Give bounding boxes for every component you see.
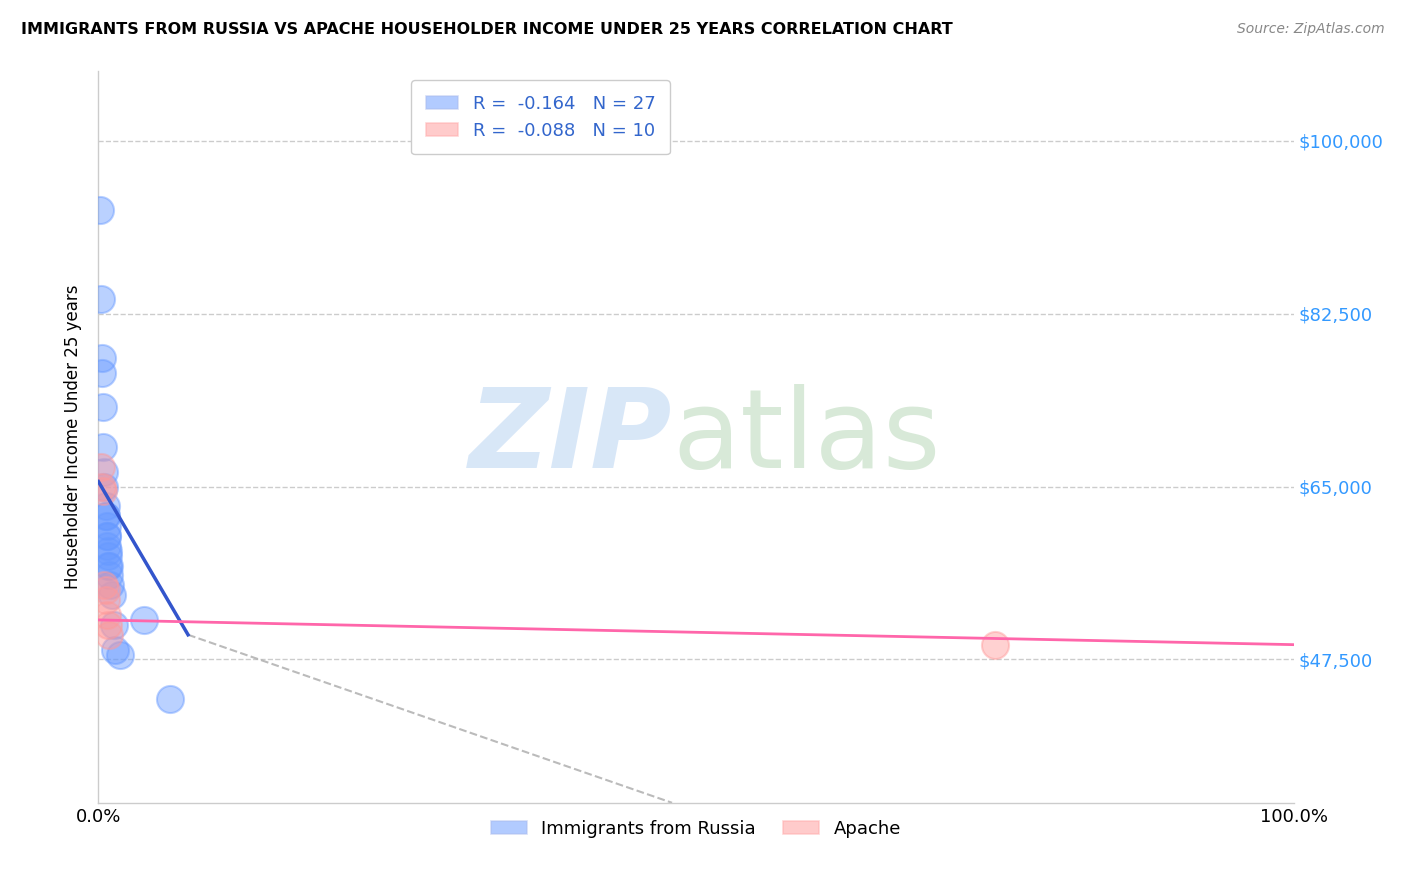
Point bbox=[159, 692, 181, 706]
Y-axis label: Householder Income Under 25 years: Householder Income Under 25 years bbox=[65, 285, 83, 590]
Point bbox=[104, 642, 127, 657]
Point bbox=[98, 558, 121, 573]
Point bbox=[97, 558, 120, 573]
Point bbox=[91, 479, 114, 493]
Point bbox=[94, 593, 117, 607]
Point bbox=[98, 628, 121, 642]
Point bbox=[97, 549, 120, 563]
Point bbox=[100, 588, 122, 602]
Text: ZIP: ZIP bbox=[468, 384, 672, 491]
Text: atlas: atlas bbox=[672, 384, 941, 491]
Point bbox=[90, 459, 112, 474]
Point bbox=[96, 607, 118, 622]
Point bbox=[90, 292, 112, 306]
Point bbox=[96, 519, 118, 533]
Point bbox=[94, 509, 117, 524]
Point bbox=[94, 509, 117, 524]
Point bbox=[91, 366, 114, 380]
Point bbox=[89, 202, 111, 217]
Point bbox=[103, 618, 125, 632]
Point bbox=[94, 583, 117, 598]
Point bbox=[98, 578, 122, 592]
Point bbox=[91, 351, 114, 365]
Point bbox=[96, 539, 118, 553]
Point bbox=[93, 465, 115, 479]
Point bbox=[91, 484, 114, 499]
Point bbox=[91, 440, 114, 454]
Point bbox=[93, 479, 115, 493]
Text: Source: ZipAtlas.com: Source: ZipAtlas.com bbox=[1237, 22, 1385, 37]
Point bbox=[96, 529, 118, 543]
Point bbox=[108, 648, 131, 662]
Point bbox=[94, 500, 117, 514]
Point bbox=[93, 578, 115, 592]
Point bbox=[91, 401, 114, 415]
Point bbox=[98, 568, 121, 582]
Point bbox=[984, 638, 1007, 652]
Point bbox=[97, 618, 120, 632]
Legend: Immigrants from Russia, Apache: Immigrants from Russia, Apache bbox=[484, 813, 908, 845]
Text: IMMIGRANTS FROM RUSSIA VS APACHE HOUSEHOLDER INCOME UNDER 25 YEARS CORRELATION C: IMMIGRANTS FROM RUSSIA VS APACHE HOUSEHO… bbox=[21, 22, 953, 37]
Point bbox=[132, 613, 155, 627]
Point bbox=[97, 543, 120, 558]
Point bbox=[96, 529, 118, 543]
